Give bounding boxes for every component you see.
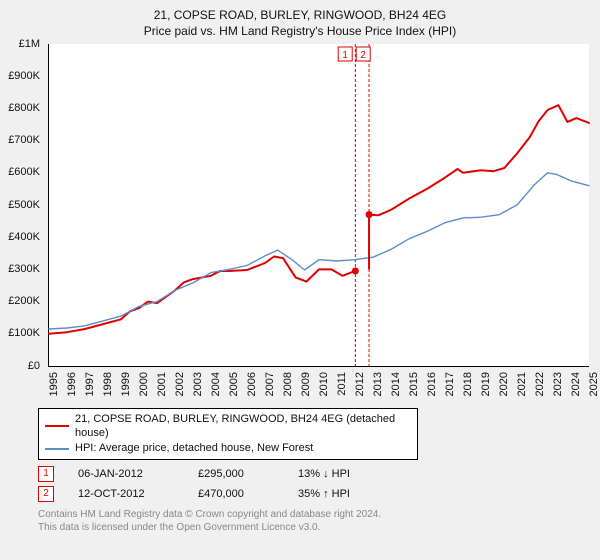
transaction-hpi-diff: 13% ↓ HPI (298, 468, 398, 480)
x-tick-label: 2005 (228, 372, 240, 396)
legend-box: 21, COPSE ROAD, BURLEY, RINGWOOD, BH24 4… (38, 408, 418, 461)
x-tick-label: 2013 (372, 372, 384, 396)
y-tick-label: £200K (0, 295, 40, 307)
chart-area: £0£100K£200K£300K£400K£500K£600K£700K£80… (30, 44, 590, 404)
y-tick-label: £700K (0, 134, 40, 146)
x-tick-label: 2014 (390, 372, 402, 396)
plot-area: 12 (48, 44, 589, 367)
x-tick-label: 2009 (300, 372, 312, 396)
x-tick-label: 2020 (498, 372, 510, 396)
legend-swatch (45, 448, 69, 450)
x-tick-label: 2004 (210, 372, 222, 396)
legend-label: HPI: Average price, detached house, New … (75, 441, 313, 456)
x-tick-label: 2002 (174, 372, 186, 396)
x-tick-label: 1998 (102, 372, 114, 396)
chart-subtitle: Price paid vs. HM Land Registry's House … (0, 24, 600, 42)
legend-item: 21, COPSE ROAD, BURLEY, RINGWOOD, BH24 4… (45, 412, 411, 442)
x-tick-label: 2016 (426, 372, 438, 396)
svg-text:2: 2 (360, 50, 366, 61)
y-tick-label: £500K (0, 199, 40, 211)
footer-line-2: This data is licensed under the Open Gov… (38, 521, 600, 534)
x-tick-label: 2007 (264, 372, 276, 396)
x-tick-label: 2008 (282, 372, 294, 396)
x-tick-label: 2024 (570, 372, 582, 396)
transactions-table: 1 06-JAN-2012£295,00013% ↓ HPI 2 12-OCT-201… (38, 466, 600, 502)
x-tick-label: 2010 (318, 372, 330, 396)
x-tick-label: 2022 (534, 372, 546, 396)
y-tick-label: £600K (0, 166, 40, 178)
legend-label: 21, COPSE ROAD, BURLEY, RINGWOOD, BH24 4… (75, 412, 411, 442)
y-axis: £0 £100K £200K £300K £400K £500K £600K £700K £80… (2, 44, 44, 404)
x-tick-label: 2000 (138, 372, 150, 396)
x-tick-label: 1996 (66, 372, 78, 396)
x-tick-label: 2025 (588, 372, 600, 396)
transaction-hpi-diff: 35% ↑ HPI (298, 488, 398, 500)
y-tick-label: £800K (0, 102, 40, 114)
y-tick-label: £0 (0, 360, 40, 372)
x-tick-label: 2017 (444, 372, 456, 396)
x-tick-label: 2012 (354, 372, 366, 396)
transaction-marker-number: 2 (38, 486, 54, 502)
plot-svg: 12 (49, 44, 589, 366)
x-tick-label: 2015 (408, 372, 420, 396)
x-tick-label: 2003 (192, 372, 204, 396)
x-tick-label: 1995 (48, 372, 60, 396)
x-tick-label: 2018 (462, 372, 474, 396)
x-axis: 1995 1996 1997 1998 1999 2000 2001 2002 2003 2004… (48, 368, 588, 404)
y-tick-label: £900K (0, 70, 40, 82)
x-tick-label: 2019 (480, 372, 492, 396)
legend-swatch (45, 425, 69, 427)
x-tick-label: 1997 (84, 372, 96, 396)
chart-title: 21, COPSE ROAD, BURLEY, RINGWOOD, BH24 4… (0, 0, 600, 24)
x-tick-label: 2006 (246, 372, 258, 396)
y-tick-label: £100K (0, 327, 40, 339)
y-tick-label: £1M (0, 38, 40, 50)
legend-item: HPI: Average price, detached house, New … (45, 441, 411, 456)
transaction-price: £295,000 (198, 468, 298, 480)
y-tick-label: £400K (0, 231, 40, 243)
x-tick-label: 2011 (336, 372, 348, 396)
transaction-marker-number: 1 (38, 466, 54, 482)
x-tick-label: 2001 (156, 372, 168, 396)
x-tick-label: 2023 (552, 372, 564, 396)
y-tick-label: £300K (0, 263, 40, 275)
x-tick-label: 2021 (516, 372, 528, 396)
transaction-price: £470,000 (198, 488, 298, 500)
footer-attribution: Contains HM Land Registry data © Crown c… (38, 508, 600, 534)
x-tick-label: 1999 (120, 372, 132, 396)
svg-text:1: 1 (342, 50, 348, 61)
footer-line-1: Contains HM Land Registry data © Crown c… (38, 508, 600, 521)
transaction-row: 1 06-JAN-2012£295,00013% ↓ HPI (38, 466, 600, 482)
transaction-date: 12-OCT-2012 (78, 488, 198, 500)
transaction-date: 06-JAN-2012 (78, 468, 198, 480)
transaction-row: 2 12-OCT-2012£470,00035% ↑ HPI (38, 486, 600, 502)
